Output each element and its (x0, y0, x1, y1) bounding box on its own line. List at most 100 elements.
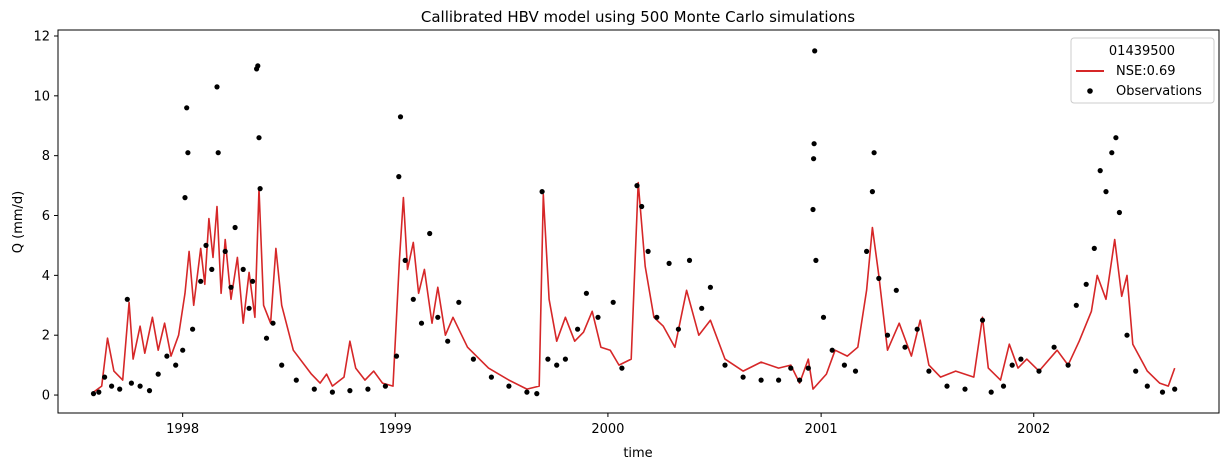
observation-point (1009, 362, 1015, 368)
observation-point (117, 386, 123, 392)
observation-point (470, 356, 476, 362)
observation-point (256, 135, 262, 141)
observation-point (812, 48, 818, 54)
observation-point (506, 383, 512, 389)
legend-box (1070, 37, 1215, 104)
observation-point (257, 186, 263, 192)
observation-point (228, 284, 234, 290)
observation-point (841, 362, 848, 368)
observation-point (562, 356, 569, 362)
observation-point (666, 260, 672, 266)
legend-title: 01439500 (1109, 44, 1175, 59)
observation-point (365, 386, 371, 392)
observation-point (740, 374, 746, 380)
observation-point (1116, 209, 1122, 216)
observation-point (988, 389, 994, 395)
observation-point (820, 314, 827, 320)
x-tick-label: 2002 (1017, 422, 1050, 437)
observation-point (524, 389, 530, 395)
observation-point (418, 320, 425, 326)
y-tick-label: 4 (42, 269, 50, 284)
legend-marker-swatch (1087, 88, 1093, 94)
observation-point (1159, 389, 1166, 395)
legend: 01439500 NSE:0.69 Observations (1070, 37, 1215, 104)
observation-point (155, 371, 161, 377)
observation-point (639, 203, 645, 210)
observation-point (1073, 302, 1079, 308)
observation-point (382, 383, 388, 389)
observation-point (124, 296, 130, 302)
observation-point (456, 299, 462, 305)
observation-point (180, 347, 186, 353)
observation-point (583, 290, 590, 296)
observation-point (185, 150, 191, 156)
observation-point (926, 368, 932, 374)
observation-point (209, 266, 215, 272)
observation-point (811, 141, 817, 147)
observation-point (1097, 168, 1103, 174)
observation-point (776, 377, 782, 383)
y-tick-label: 6 (42, 209, 50, 224)
observation-point (962, 386, 968, 392)
plot-frame (57, 29, 1220, 414)
observation-point (619, 365, 625, 371)
observation-point (102, 374, 108, 380)
observation-point (222, 248, 228, 254)
observation-point (575, 326, 581, 332)
observation-point (96, 389, 102, 395)
observation-point (869, 189, 876, 195)
observation-point (707, 284, 714, 290)
observation-point (435, 314, 441, 320)
observation-point (797, 377, 803, 383)
observation-point (979, 317, 986, 323)
observation-point (539, 189, 545, 195)
observation-point (1000, 383, 1007, 389)
observation-point (128, 380, 134, 386)
chart-title: Callibrated HBV model using 500 Monte Ca… (421, 8, 855, 26)
x-axis-label: time (623, 446, 652, 461)
observation-point (758, 377, 764, 383)
observation-point (788, 365, 794, 371)
observation-point (1103, 189, 1109, 195)
observation-point (902, 344, 908, 350)
axes-layer: 0 2 4 6 8 10 12 1998 1999 2000 2001 2002 (33, 29, 1050, 437)
observation-point (397, 114, 404, 120)
x-tick-label: 2000 (591, 422, 624, 437)
observation-point (884, 332, 891, 338)
observation-point (595, 314, 601, 320)
observation-point (675, 326, 682, 332)
y-axis-label: Q (mm/d) (11, 191, 26, 253)
x-tick-label: 1998 (166, 422, 199, 437)
observation-point (914, 326, 920, 332)
observation-point (182, 195, 188, 201)
observation-point (137, 383, 143, 389)
observation-point (402, 257, 408, 263)
observation-point (393, 353, 400, 359)
y-tick-label: 12 (33, 29, 50, 44)
observation-point (534, 391, 540, 397)
observation-point (1133, 368, 1139, 374)
observation-point (215, 150, 221, 156)
observation-point (813, 257, 819, 263)
observation-point (610, 299, 616, 305)
observation-point (829, 347, 835, 353)
observation-point (240, 266, 246, 272)
observation-point (246, 305, 252, 311)
observation-point (1113, 135, 1119, 141)
observation-point (554, 362, 560, 368)
observation-point (250, 278, 256, 284)
x-tick-label: 1999 (379, 422, 412, 437)
legend-label-observations: Observations (1116, 84, 1202, 99)
observation-point (876, 275, 882, 281)
x-tick-label: 2001 (805, 422, 838, 437)
observation-point (311, 386, 317, 392)
observation-point (893, 287, 899, 293)
observation-point (109, 383, 115, 389)
observation-point (1124, 332, 1130, 338)
observation-point (164, 353, 170, 359)
y-tick-label: 0 (42, 389, 50, 404)
observation-point (686, 257, 693, 263)
observation-point (184, 105, 190, 111)
